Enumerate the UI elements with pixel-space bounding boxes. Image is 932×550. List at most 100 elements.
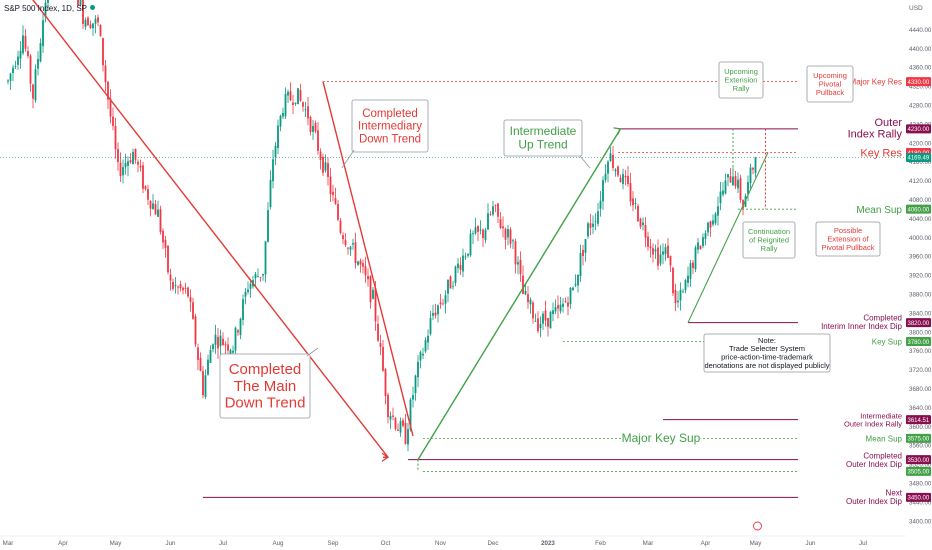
candle-body: [499, 219, 502, 228]
continuation-label-box: [742, 221, 796, 259]
candle-body: [642, 222, 644, 226]
x-tick-label: Jun: [166, 540, 177, 547]
price-tag-label: 3575.00: [908, 437, 930, 443]
candle-body: [612, 154, 614, 168]
annotations-layer: Major Key Res Outer Index Rally Key Res Mean…: [219, 61, 903, 506]
candle-body: [617, 166, 619, 176]
price-axis[interactable]: USD 3400.00 3440.00 3480.00 3520.00 3560.00 36…: [906, 0, 932, 550]
candle-body: [297, 88, 299, 105]
x-tick-label: Aug: [272, 540, 284, 547]
symbol-header[interactable]: S&P 500 Index, 1D, SP: [4, 4, 96, 13]
candle-body: [197, 347, 199, 361]
candle-body: [714, 213, 717, 224]
candle-body: [9, 73, 12, 81]
candle-body: [139, 165, 142, 168]
symbol-label: S&P 500 Index, 1D, SP: [4, 4, 88, 13]
x-tick-label: Apr: [58, 540, 68, 547]
candle-body: [677, 300, 679, 303]
candle-body: [494, 205, 497, 207]
candle-body: [359, 260, 362, 265]
candle-body: [424, 340, 427, 352]
candle-body: [264, 241, 267, 275]
candle-body: [507, 229, 509, 238]
candle-body: [632, 198, 634, 206]
price-tag-label: 3505.00: [908, 470, 930, 476]
candle-body: [364, 266, 367, 276]
candle-body: [524, 290, 527, 295]
candle-body: [339, 220, 342, 233]
candle-body: [634, 202, 637, 204]
candle-body: [39, 43, 42, 62]
candle-body: [389, 415, 392, 420]
candle-body: [212, 344, 214, 350]
candle-body: [319, 151, 322, 160]
continuation-trendline: [687, 152, 769, 323]
currency-label: USD: [909, 5, 923, 12]
candle-body: [509, 229, 512, 244]
candle-body: [724, 180, 727, 194]
candle-body: [624, 176, 627, 178]
candle-body: [97, 17, 99, 23]
price-tag: [906, 77, 931, 87]
candle-body: [539, 323, 542, 328]
candle-body: [137, 161, 139, 165]
candle-body: [459, 265, 462, 270]
candle-body: [234, 327, 237, 351]
candle-body: [287, 92, 289, 96]
candle-body: [557, 305, 559, 309]
candle-body: [239, 318, 242, 336]
candle-body: [674, 290, 677, 304]
candle-body: [384, 369, 387, 396]
candle-body: [27, 50, 29, 56]
candle-body: [29, 55, 32, 84]
candle-body: [477, 225, 479, 232]
earnings-event-icon[interactable]: [753, 521, 762, 531]
candle-body: [429, 318, 432, 335]
candle-body: [747, 182, 749, 194]
candle-body: [307, 106, 309, 119]
candle-body: [142, 165, 144, 189]
candle-body: [392, 415, 394, 417]
y-tick-label: 3680.00: [909, 386, 932, 393]
candle-body: [89, 24, 92, 28]
candle-body: [449, 276, 452, 289]
candle-body: [737, 179, 739, 189]
price-tag: [906, 455, 931, 465]
price-tag: [906, 124, 931, 134]
y-tick-label: 4200.00: [909, 140, 932, 147]
time-axis[interactable]: Mar Apr May Jun Jul Aug Sep Oct Nov Dec 2023 Feb Mar…: [0, 521, 906, 547]
arrow-head: [613, 127, 622, 136]
candle-body: [722, 190, 724, 195]
candle-body: [484, 229, 487, 240]
note-label-box: [703, 333, 831, 373]
candle-body: [109, 98, 112, 117]
level-label: Mean Sup: [856, 205, 902, 216]
candle-body: [669, 255, 672, 266]
candle-body: [629, 183, 632, 202]
y-tick-label: 3920.00: [909, 273, 932, 280]
candle-body: [497, 203, 499, 217]
candle-body: [269, 179, 272, 208]
candle-body: [77, 0, 79, 6]
candle-body: [534, 320, 537, 322]
trendlines-layer: [32, 0, 769, 472]
level-label: Next Outer Index Dip: [846, 488, 903, 505]
x-tick-label: Mar: [3, 540, 14, 547]
candle-body: [577, 274, 579, 286]
candle-body: [609, 153, 612, 162]
candle-body: [464, 256, 467, 258]
candle-body: [99, 25, 102, 37]
y-tick-label: 3720.00: [909, 367, 932, 374]
candle-body: [489, 213, 492, 215]
extension-rally-label-box: [718, 61, 764, 99]
y-tick-label: 4440.00: [909, 27, 932, 34]
candle-body: [24, 35, 27, 49]
candle-body: [124, 162, 127, 168]
y-tick-label: 4360.00: [909, 65, 932, 72]
candle-body: [82, 0, 84, 24]
candle-body: [394, 418, 397, 429]
candle-body: [219, 335, 222, 347]
label-connector: [306, 347, 319, 357]
candle-body: [289, 91, 292, 101]
